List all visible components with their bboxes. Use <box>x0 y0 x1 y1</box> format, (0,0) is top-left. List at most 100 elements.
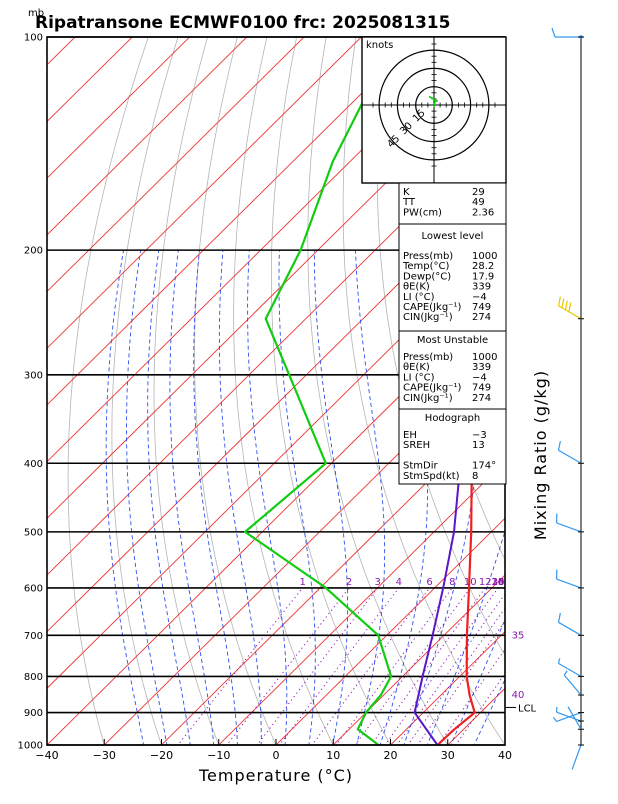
isotherm <box>0 21 618 760</box>
wind-barb <box>552 28 584 37</box>
wind-barb-staff <box>558 663 581 676</box>
x-tick-label: −20 <box>150 749 173 762</box>
x-tick-label: 30 <box>441 749 455 762</box>
wind-barb-half-flag <box>564 671 567 675</box>
hodograph-index-title: Hodograph <box>425 413 480 424</box>
mixing-ratio-line <box>428 588 548 760</box>
wind-barb <box>557 513 584 531</box>
chart-title: Ripatransone ECMWF0100 frc: 2025081315 <box>35 13 450 33</box>
mixing-ratio-label: 12 <box>479 577 492 588</box>
x-tick-label: −10 <box>207 749 230 762</box>
moist-adiabat <box>314 250 347 760</box>
isotherm <box>0 21 618 760</box>
mixing-ratio-line <box>374 588 498 760</box>
pressure-tick-label: 600 <box>24 583 43 594</box>
hodograph-index-row-value: 13 <box>472 440 485 451</box>
mixing-ratio-label: 8 <box>449 577 455 588</box>
pressure-tick-label: 900 <box>24 708 43 719</box>
most-unstable-title: Most Unstable <box>417 335 488 346</box>
hodograph-index-row-label: StmSpd(kt) <box>403 471 460 482</box>
lowest-level-row-value: 274 <box>472 312 491 323</box>
wind-barb <box>557 570 584 588</box>
wind-barb-staff <box>568 707 581 730</box>
mixing-ratio-line <box>166 588 303 760</box>
pressure-tick-label: 200 <box>24 246 43 257</box>
hodograph-unit-label: knots <box>366 40 393 51</box>
wind-barb <box>558 613 584 635</box>
wind-barb-flag <box>558 613 560 622</box>
isotherm <box>0 21 320 760</box>
pressure-tick-label: 100 <box>24 33 43 44</box>
x-tick-label: 10 <box>326 749 340 762</box>
isotherm <box>490 21 618 760</box>
moist-adiabat <box>170 250 215 760</box>
moist-adiabat <box>194 250 238 760</box>
wind-barb-staff <box>558 450 581 463</box>
pressure-tick-label: 500 <box>24 527 43 538</box>
lcl-label: LCL <box>518 703 537 714</box>
wind-barb <box>558 441 584 463</box>
pressure-tick-label: 800 <box>24 672 43 683</box>
index-row-value: 2.36 <box>472 207 494 218</box>
dry-adiabat <box>564 37 618 760</box>
isotherm <box>0 21 148 760</box>
isotherm <box>0 21 91 760</box>
isotherm <box>547 21 618 760</box>
mixing-ratio-label: 1 <box>300 577 306 588</box>
isotherm <box>0 21 206 760</box>
wind-barb-flag <box>562 298 564 307</box>
mixing-ratio-label: 30 <box>492 577 505 588</box>
wind-barb-flag <box>558 296 560 305</box>
wind-barb-staff <box>564 675 581 695</box>
isotherm <box>0 21 377 760</box>
dry-adiabat <box>504 37 618 760</box>
x-axis-label: Temperature (°C) <box>198 766 353 785</box>
lowest-level-row-label: CIN(Jkg⁻¹) <box>403 312 453 323</box>
mixing-ratio-label: 3 <box>375 577 381 588</box>
index-row-label: PW(cm) <box>403 207 442 218</box>
mixing-ratio-label: 4 <box>396 577 402 588</box>
wind-barb-half-flag <box>558 658 559 663</box>
dry-adiabat <box>195 37 283 760</box>
mixing-ratio-line <box>215 588 349 760</box>
mixing-ratio-label: 10 <box>464 577 477 588</box>
wind-barb <box>558 296 584 318</box>
x-tick-label: 0 <box>273 749 280 762</box>
x-tick-label: −30 <box>93 749 116 762</box>
moist-adiabat <box>148 250 192 760</box>
wind-barb-flag <box>569 302 571 311</box>
pressure-tick-label: 700 <box>24 631 43 642</box>
pressure-unit-label: mb <box>28 8 44 19</box>
pressure-tick-label: 300 <box>24 370 43 381</box>
hodograph-index-row-value: 8 <box>472 471 478 482</box>
right-isotherm-label: 35 <box>512 630 525 641</box>
x-tick-label: −40 <box>35 749 58 762</box>
wind-barb <box>568 707 584 730</box>
wind-barb-staff <box>558 622 581 635</box>
dry-adiabat <box>154 37 225 760</box>
most-unstable-row-value: 274 <box>472 393 491 404</box>
wind-barb-flag <box>558 441 560 450</box>
wind-barb <box>557 707 584 721</box>
isotherm <box>0 21 606 760</box>
right-isotherm-label: 40 <box>512 690 525 701</box>
wind-barb <box>558 658 584 676</box>
mixing-ratio-line <box>246 588 378 760</box>
wind-barb-half-flag <box>553 717 556 721</box>
lowest-level-title: Lowest level <box>422 231 484 242</box>
wind-barb <box>572 745 584 769</box>
wind-barb-flag <box>565 300 567 309</box>
isotherm <box>0 21 263 760</box>
mixing-ratio-label: 2 <box>346 577 352 588</box>
hodograph-index-row-label: SREH <box>403 440 430 451</box>
x-tick-label: 20 <box>384 749 398 762</box>
moist-adiabat <box>352 250 384 760</box>
y-axis-label: Mixing Ratio (g/kg) <box>531 370 550 540</box>
wind-barb-staff <box>557 579 581 588</box>
dry-adiabat <box>593 37 618 760</box>
moist-adiabat <box>127 250 170 760</box>
wind-barb-flag <box>552 28 555 37</box>
mixing-ratio-label: 6 <box>426 577 432 588</box>
x-tick-label: 40 <box>498 749 512 762</box>
